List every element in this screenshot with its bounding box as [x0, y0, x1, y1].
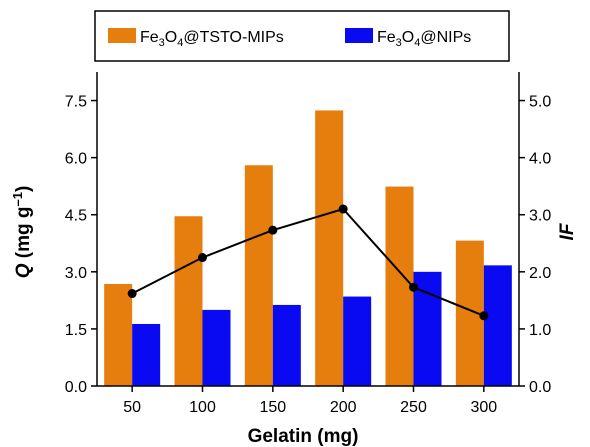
bar-nips-200 — [343, 296, 372, 386]
x-tick-label: 300 — [470, 399, 497, 416]
if-point-150 — [268, 225, 278, 235]
y-tick-label: 6.0 — [65, 151, 87, 168]
bar-nips-100 — [202, 309, 231, 386]
legend-label-nips: Fe3O4@NIPs — [377, 29, 471, 49]
legend-swatch-nips — [345, 28, 373, 43]
y2-axis-title: IF — [557, 222, 578, 240]
bar-mips-100 — [174, 216, 203, 386]
bar-mips-150 — [244, 165, 273, 386]
bar-nips-150 — [272, 304, 301, 386]
bars — [104, 110, 512, 386]
bar-mips-200 — [315, 110, 344, 386]
if-point-100 — [198, 253, 207, 263]
x-tick-label: 200 — [330, 399, 357, 416]
y-tick-label: 0.0 — [65, 379, 87, 396]
y2-tick-label: 3.0 — [529, 208, 551, 225]
legend-swatch-mips — [108, 28, 136, 43]
x-tick-label: 100 — [189, 399, 216, 416]
if-point-300 — [479, 311, 489, 321]
if-point-250 — [409, 282, 418, 292]
bar-nips-50 — [132, 323, 161, 386]
if-point-200 — [338, 204, 348, 214]
x-tick-label: 150 — [259, 399, 286, 416]
if-line — [131, 207, 485, 317]
if-line-layer — [127, 204, 489, 321]
y2-tick-label: 5.0 — [529, 94, 551, 111]
if-point-50 — [127, 289, 137, 299]
y-tick-label: 4.5 — [65, 208, 87, 225]
y2-tick-label: 4.0 — [529, 151, 551, 168]
x-tick-label: 50 — [123, 399, 141, 416]
x-axis-title: Gelatin (mg) — [248, 426, 359, 447]
bar-nips-250 — [413, 271, 442, 386]
x-tick-label: 250 — [400, 399, 427, 416]
y-tick-label: 1.5 — [65, 322, 87, 339]
y2-tick-label: 0.0 — [529, 379, 551, 396]
legend: Fe3O4@TSTO-MIPs Fe3O4@NIPs — [94, 10, 510, 62]
legend-box — [94, 10, 510, 62]
y2-tick-label: 1.0 — [529, 322, 551, 339]
legend-label-mips: Fe3O4@TSTO-MIPs — [140, 29, 284, 49]
bar-mips-50 — [104, 283, 133, 386]
y-axis-title: Q (mg g–1) — [10, 186, 34, 279]
bar-mips-250 — [385, 186, 414, 386]
y-tick-label: 3.0 — [65, 265, 87, 282]
bar-nips-300 — [483, 265, 512, 386]
y-tick-label: 7.5 — [65, 94, 87, 111]
y2-tick-label: 2.0 — [529, 265, 551, 282]
axes: 0.0 1.5 3.0 4.5 6.0 7.5 0.0 1.0 2.0 3.0 4.0 5.0 50 10… — [65, 72, 551, 416]
